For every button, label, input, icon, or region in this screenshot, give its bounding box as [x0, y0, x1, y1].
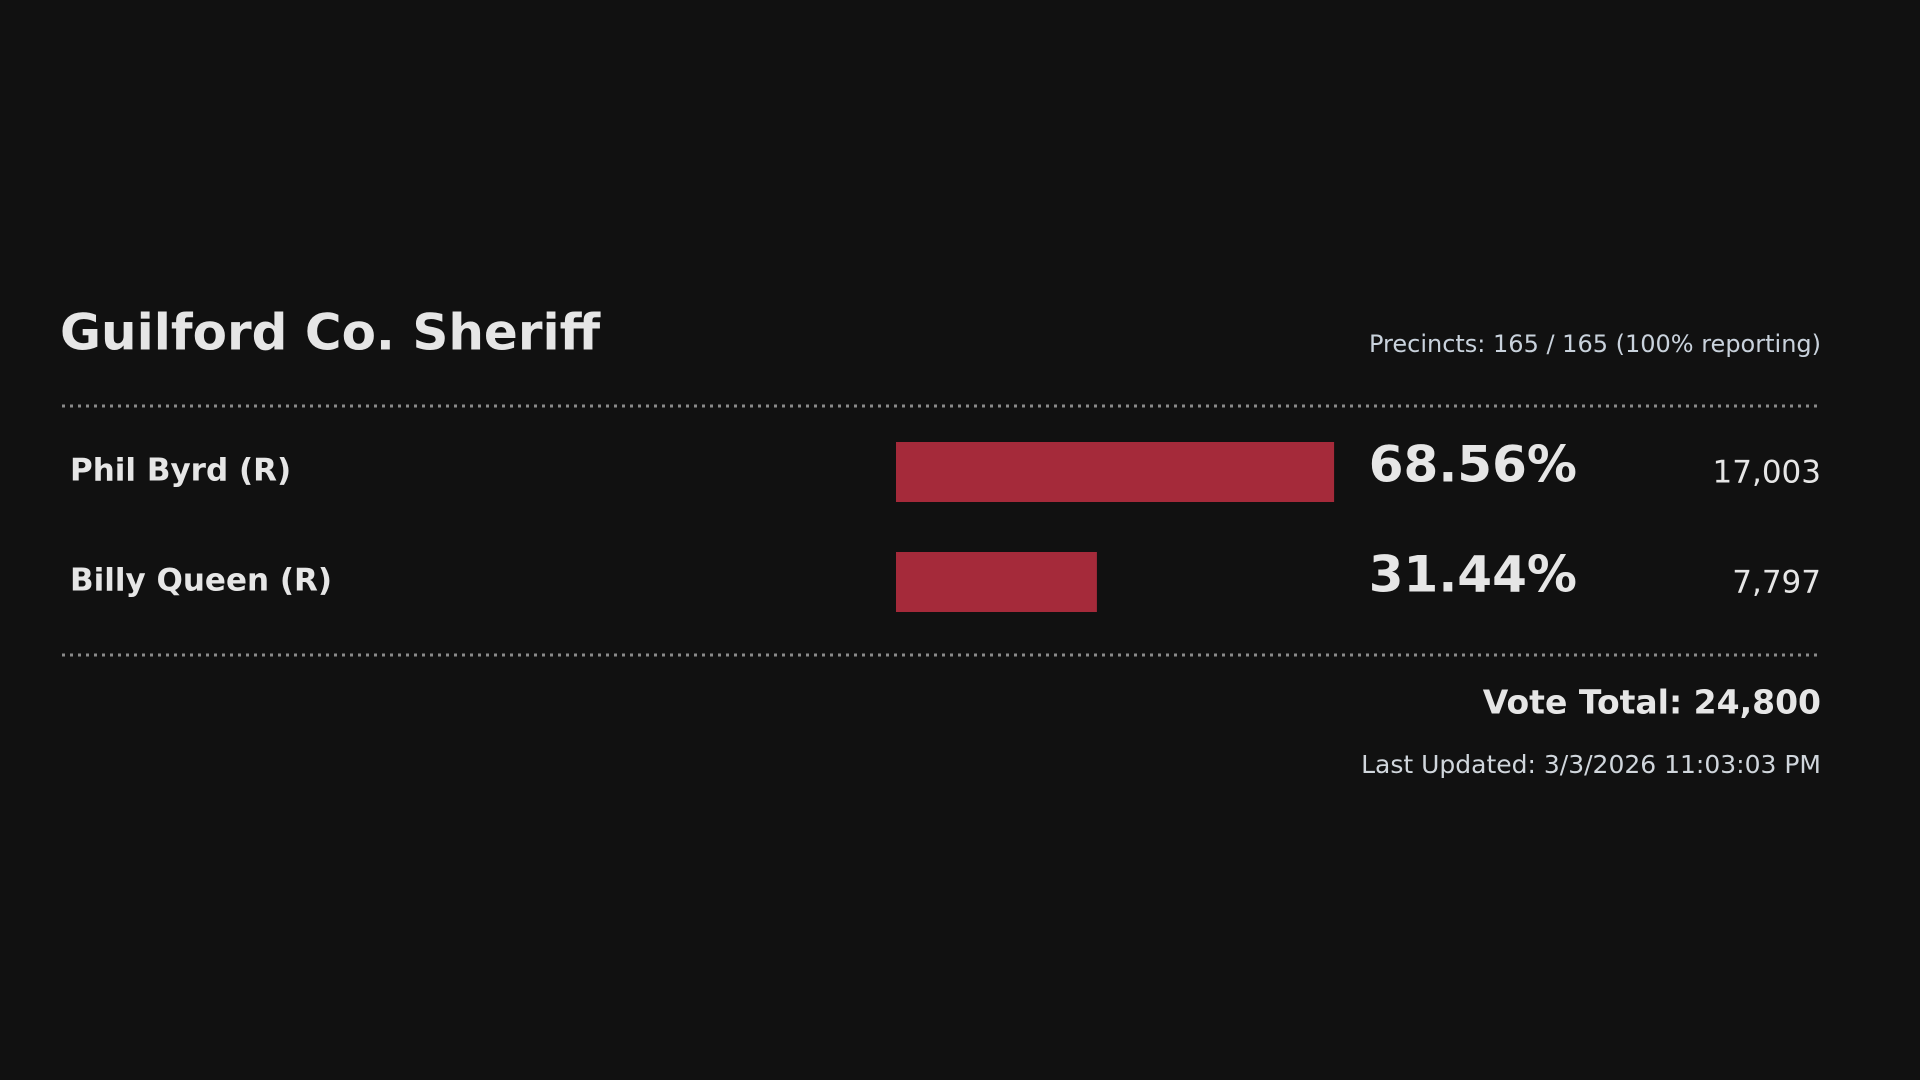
last-updated: Last Updated: 3/3/2026 11:03:03 PM — [1361, 750, 1821, 779]
vote-total: Vote Total: 24,800 — [1483, 683, 1821, 722]
vote-count: 7,797 — [1732, 565, 1821, 601]
precincts-reporting: Precincts: 165 / 165 (100% reporting) — [1369, 330, 1821, 358]
bar — [896, 442, 1335, 502]
race-title: Guilford Co. Sheriff — [60, 304, 601, 362]
candidate-name: Phil Byrd (R) — [70, 453, 291, 489]
percent-label: 68.56% — [1369, 436, 1577, 494]
bar — [896, 552, 1097, 612]
vote-count: 17,003 — [1713, 455, 1821, 491]
percent-label: 31.44% — [1369, 546, 1577, 604]
candidate-name: Billy Queen (R) — [70, 563, 332, 599]
